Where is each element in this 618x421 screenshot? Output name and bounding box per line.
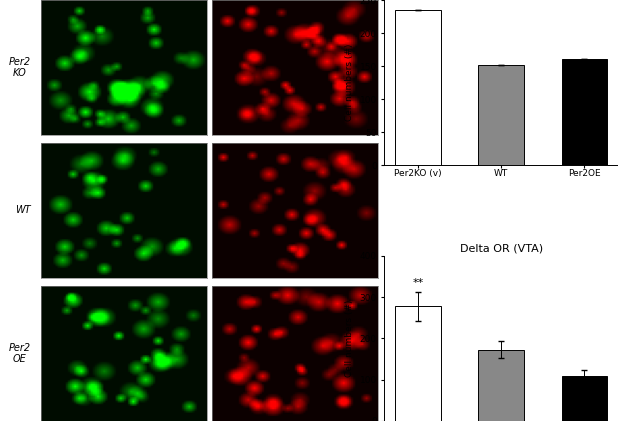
Bar	[478, 65, 524, 165]
Text: Per2
KO: Per2 KO	[9, 57, 31, 78]
Title: Delta OR (VTA): Delta OR (VTA)	[460, 244, 543, 254]
Text: WT: WT	[15, 205, 31, 216]
Bar	[395, 10, 441, 165]
Text: Per2
OE: Per2 OE	[9, 343, 31, 364]
Bar	[478, 349, 524, 421]
Y-axis label: Cell numbers (#): Cell numbers (#)	[345, 300, 354, 377]
Bar	[562, 59, 607, 165]
Bar	[562, 376, 607, 421]
Bar	[395, 306, 441, 421]
Text: **: **	[412, 278, 423, 288]
Y-axis label: Cell numbers (#): Cell numbers (#)	[345, 44, 354, 121]
